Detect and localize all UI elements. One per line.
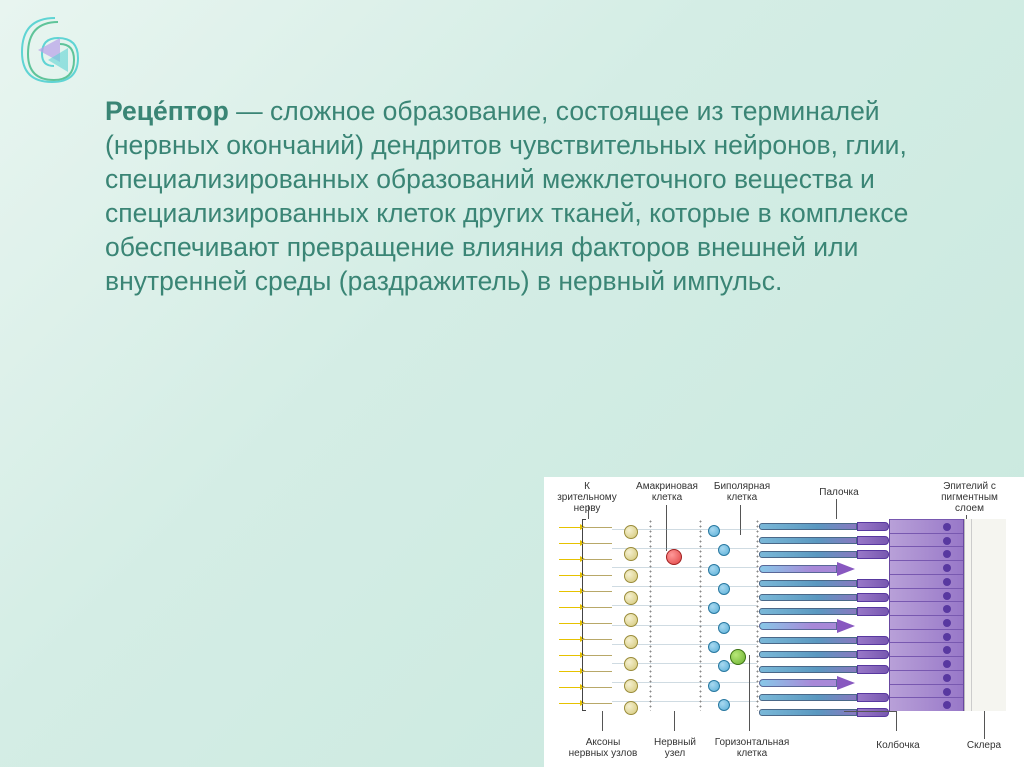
slide-content: Реце́птор — сложное образование, состоящ…	[105, 95, 915, 298]
amacrine-cell	[666, 549, 682, 565]
label-node: Нервный узел	[650, 737, 700, 759]
node-layer	[652, 519, 702, 711]
label-axons: Аксоны нервных узлов	[568, 737, 638, 759]
label-rod: Палочка	[814, 487, 864, 498]
sclera-layer	[964, 519, 1006, 711]
label-epithelium: Эпителий с пигментным слоем	[932, 481, 1007, 514]
bipolar-layer	[702, 519, 752, 711]
definition-text: Реце́птор — сложное образование, состоящ…	[105, 95, 915, 298]
photoreceptor-layer	[759, 519, 889, 711]
horizontal-cell	[730, 649, 746, 665]
pigment-epithelium-layer	[889, 519, 964, 711]
retina-diagram: К зрительному нерву Амакриновая клетка Б…	[544, 477, 1024, 767]
label-bipolar: Биполярная клетка	[712, 481, 772, 503]
label-sclera: Склера	[962, 740, 1006, 751]
label-amacrine: Амакриновая клетка	[636, 481, 698, 503]
ganglion-layer	[612, 519, 652, 711]
label-optic-nerve: К зрительному нерву	[556, 481, 618, 514]
optic-nerve-layer	[582, 519, 612, 711]
term: Реце́птор	[105, 96, 229, 126]
corner-decoration-icon	[10, 10, 100, 100]
light-arrows	[559, 519, 581, 711]
label-cone: Колбочка	[870, 740, 926, 751]
label-horizontal: Горизонтальная клетка	[712, 737, 792, 759]
